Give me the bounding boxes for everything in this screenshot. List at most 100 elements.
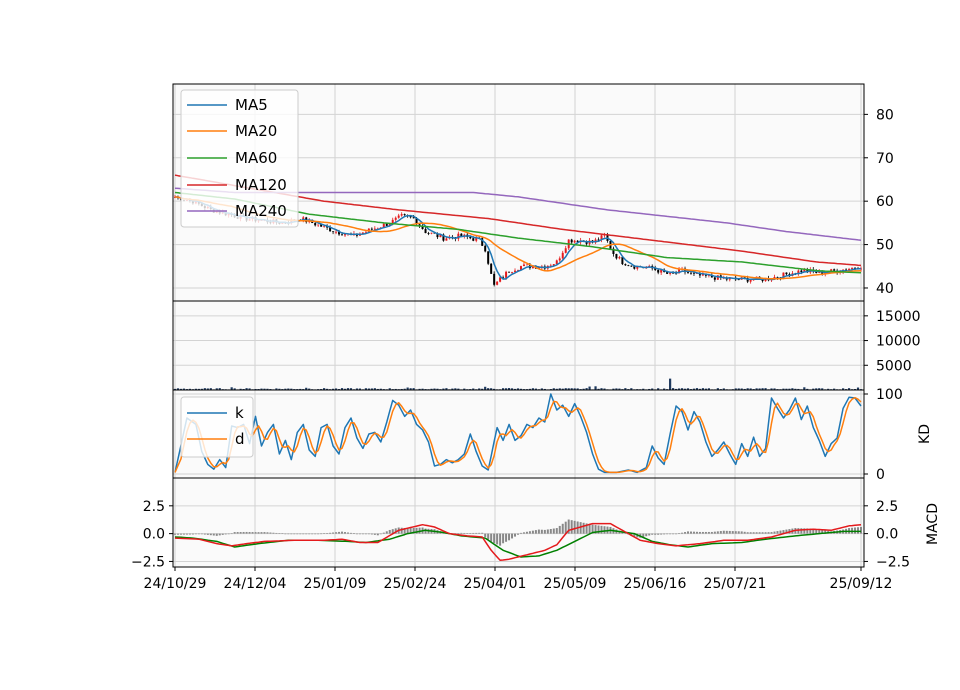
volume-bar [534,388,537,390]
volume-bar [334,388,338,390]
volume-bar [490,388,493,390]
macd-histogram-bar [254,532,257,534]
candle-body [737,279,740,281]
macd-histogram-bar [767,532,770,534]
volume-bar [376,388,379,390]
volume-bar [698,388,702,390]
axis-ticks: 40 50 60 70 80 5000 10000 15000 0 100 −2.5 0.0 2.5 −2… [131,107,921,592]
macd-histogram-bar [600,525,603,534]
volume-bar [803,387,806,390]
volume-bar [642,388,645,390]
macd-histogram-bar [311,533,314,535]
macd-histogram-bar [588,524,591,534]
volume-bar [493,388,496,390]
volume-bar [552,388,555,390]
candle-body [496,281,499,285]
macd-histogram-bar [493,533,496,544]
volume-bar [842,388,845,390]
macd-histogram-bar [317,533,320,535]
candle-body [341,234,344,236]
macd-histogram-bar [344,532,347,534]
macd-histogram-bar [463,532,466,534]
xtick-label: 25/02/24 [384,576,447,592]
macd-histogram-bar [418,527,421,534]
macd-histogram-bar [203,533,206,535]
candle-body [800,270,803,273]
macd-histogram-bar [352,533,355,534]
volume-bar [657,388,660,390]
candle-body [692,272,695,274]
volume-bar [260,388,263,390]
volume-bar [394,388,397,390]
macd-histogram-bar [624,533,627,534]
candle-body [600,235,603,240]
volume-bar [370,388,373,390]
macd-histogram-bar [645,533,648,537]
candle-body [364,231,367,233]
volume-bar [379,388,382,390]
macd-histogram-bar [230,533,233,535]
candle-body [314,223,317,226]
macd-histogram-bar [672,533,675,535]
candle-body [469,236,472,239]
volume-panel [173,301,864,390]
macd-histogram-bar [326,533,329,534]
volume-bar [630,388,633,390]
macd-histogram-bar [293,533,296,535]
macd-histogram-bar [821,530,824,534]
volume-bar [624,388,627,390]
macd-histogram-bar [400,527,403,534]
macd-histogram-bar [364,533,367,535]
macd-histogram-bar [695,531,698,534]
candle-body [728,277,731,280]
volume-bar [749,388,752,390]
macd-histogram-bar [719,531,722,534]
macd-histogram-bar [215,533,218,536]
kd-axis-title: KD [917,424,933,444]
volume-bar [230,387,233,390]
candle-body [493,273,496,285]
volume-bar [818,388,821,390]
macd-histogram-bar [185,533,188,535]
candle-body [666,271,669,274]
candle-body [487,251,490,264]
volume-bar [173,388,177,390]
candle-body [490,263,493,274]
macd-histogram-bar [552,528,555,534]
candle-body [475,237,478,241]
macd-histogram-bar [209,533,212,536]
volume-bar [299,388,302,390]
volume-bar [740,388,743,390]
macd-histogram-bar [481,532,484,534]
volume-bar [516,388,520,390]
macd-histogram-bar [681,532,684,534]
volume-bar [737,388,740,390]
macd-histogram-bar [818,529,821,534]
macd-histogram-bar [558,525,561,534]
volume-bar [209,388,212,390]
volume-bar [651,388,654,390]
macd-frame [172,477,865,568]
volume-bar [478,388,481,390]
ytick-label-volume: 5000 [876,358,912,374]
macd-histogram-bar [508,533,511,541]
macd-histogram-bar [346,532,349,534]
macd-histogram-bar [206,533,209,535]
ytick-label-macd: 0.0 [876,527,898,543]
macd-histogram-bar [349,532,352,534]
volume-bar [612,388,615,390]
candle-body [555,260,558,265]
volume-bar [695,388,699,390]
macd-histogram-bar [457,533,460,534]
candle-body [457,233,460,239]
candle-body [317,224,320,226]
kd-panel [173,390,864,478]
macd-histogram-bar [499,533,502,546]
candle-body [848,268,851,271]
macd-histogram-bar [373,533,376,535]
macd-histogram-bar [245,531,248,534]
legend-label-k: k [235,404,244,422]
candle-body [323,225,326,227]
macd-histogram-bar [221,533,224,535]
